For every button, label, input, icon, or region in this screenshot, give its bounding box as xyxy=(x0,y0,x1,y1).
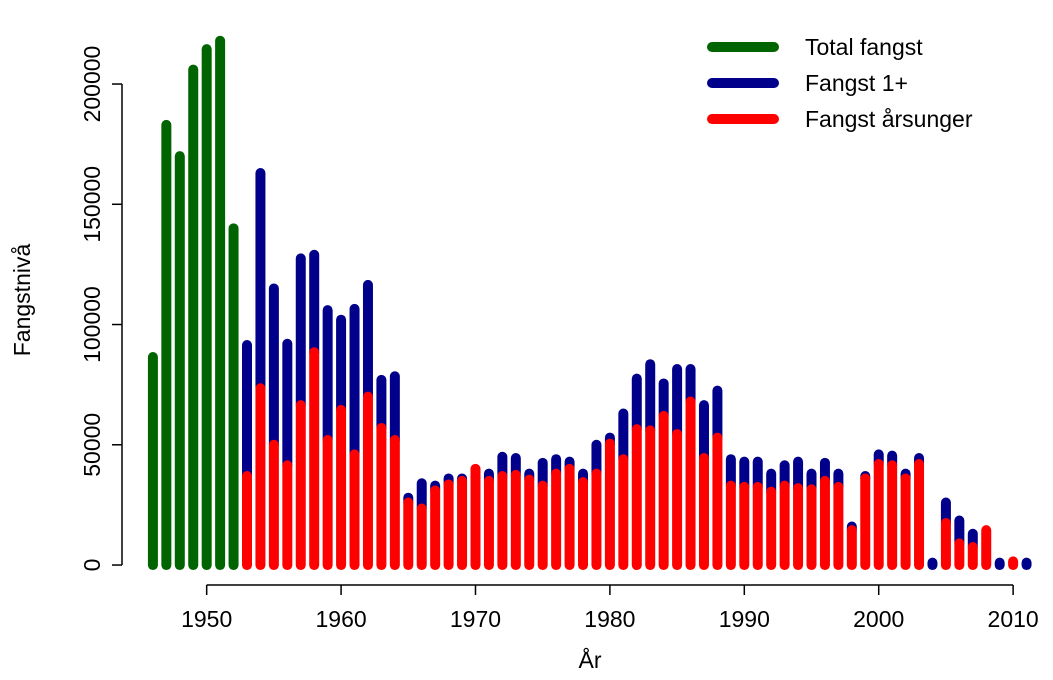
x-tick-label: 2000 xyxy=(853,606,904,632)
x-axis-label: År xyxy=(579,646,602,673)
y-tick-label: 100000 xyxy=(79,286,105,363)
x-tick-label: 1980 xyxy=(584,606,635,632)
legend-label: Total fangst xyxy=(805,34,923,60)
x-tick-label: 1970 xyxy=(450,606,501,632)
x-tick-label: 1950 xyxy=(181,606,232,632)
y-tick-label: 0 xyxy=(79,559,105,572)
x-tick-label: 1990 xyxy=(719,606,770,632)
x-tick-label: 2010 xyxy=(988,606,1039,632)
x-tick-label: 1960 xyxy=(315,606,366,632)
y-axis-label: Fangstnivå xyxy=(9,244,35,357)
legend-label: Fangst 1+ xyxy=(805,70,908,96)
y-tick-label: 150000 xyxy=(79,166,105,243)
y-tick-label: 200000 xyxy=(79,46,105,123)
legend-label: Fangst årsunger xyxy=(805,106,973,132)
y-tick-label: 50000 xyxy=(79,413,105,477)
